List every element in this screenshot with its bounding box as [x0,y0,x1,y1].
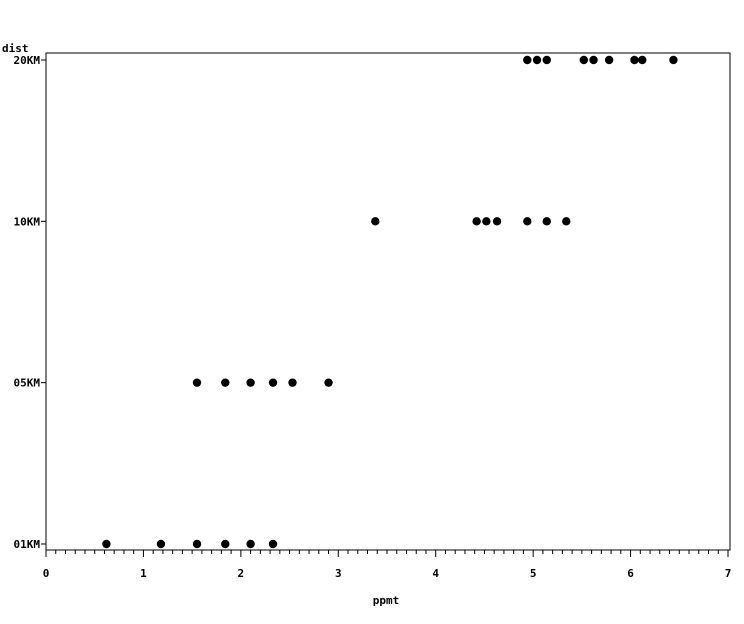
x-tick-label: 6 [627,567,634,580]
data-point [246,539,255,549]
data-points [102,55,678,549]
data-point [268,378,278,387]
data-point [542,217,551,226]
plot-frame [45,52,731,551]
data-point [482,217,491,226]
x-tick-label: 5 [530,567,537,580]
x-axis-label: ppmt [373,594,400,607]
x-tick-label: 1 [140,567,147,580]
data-point [638,55,647,65]
y-axis-label: dist [2,42,29,55]
x-tick-label: 7 [725,567,732,580]
data-point [192,378,202,387]
y-tick-label: 10KM [14,215,41,228]
x-tick-label: 2 [238,567,245,580]
data-point [102,539,111,549]
data-point [371,217,380,226]
data-point [192,539,202,549]
data-point [669,55,678,65]
data-point [156,539,166,549]
data-point [288,378,297,387]
data-point [532,55,542,65]
y-tick-label: 20KM [14,54,41,67]
data-point [246,378,255,387]
y-axis: 01KM 05KM 10KM 20KM [14,54,46,551]
data-point [604,55,614,65]
data-point [523,217,532,226]
y-tick-label: 05KM [14,377,41,390]
data-point [630,55,639,65]
data-point [221,378,230,387]
data-point [523,55,532,65]
data-point [492,217,502,226]
data-point [579,55,589,65]
data-point [542,55,551,65]
x-tick-label: 4 [432,567,439,580]
data-point [221,539,230,549]
data-point [268,539,278,549]
x-tick-label: 0 [43,567,50,580]
data-point [324,378,333,387]
data-point [472,217,481,226]
x-axis: 0 1 2 3 4 5 6 7 [43,550,732,580]
y-tick-label: 01KM [14,538,41,551]
data-point [589,55,598,65]
data-point [562,217,571,226]
x-tick-label: 3 [335,567,342,580]
